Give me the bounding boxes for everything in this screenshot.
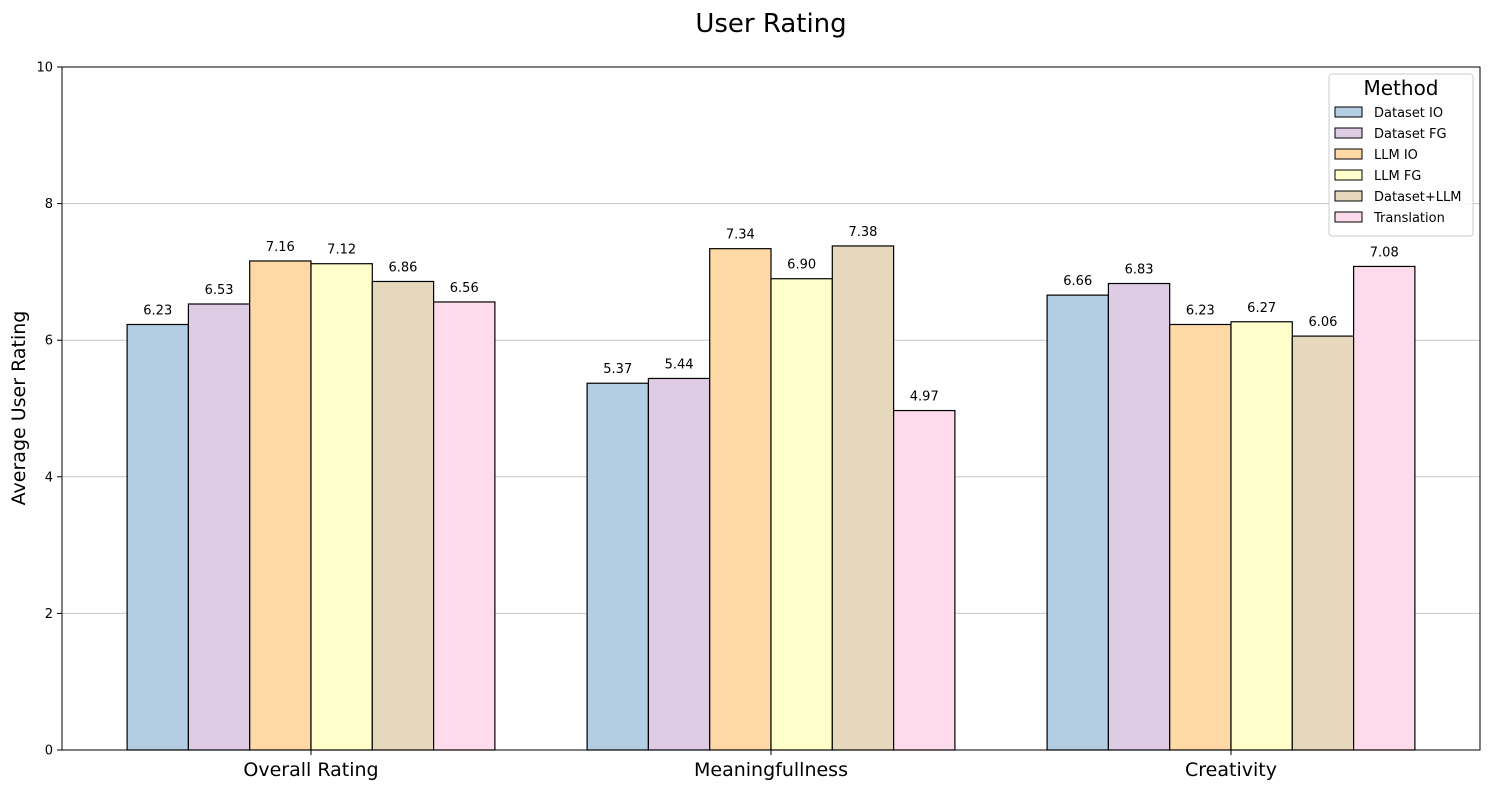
legend-entry: Translation: [1373, 211, 1445, 226]
bar: [647, 377, 711, 751]
data-label: 6.86: [388, 260, 417, 275]
data-label: 6.56: [450, 281, 479, 296]
data-label: 4.97: [910, 390, 939, 405]
bars: [126, 245, 1416, 751]
bar: [770, 278, 833, 751]
legend-swatch: [1334, 106, 1363, 118]
legend-entry: Dataset+LLM: [1374, 190, 1462, 205]
data-label: 6.23: [143, 303, 172, 318]
legend-swatch: [1334, 169, 1363, 181]
bar: [1046, 294, 1109, 751]
x-tick-label: Creativity: [1185, 759, 1277, 781]
data-label: 5.37: [603, 362, 632, 377]
data-label: 7.08: [1370, 245, 1399, 260]
legend-entry: Dataset IO: [1374, 106, 1443, 121]
bar: [310, 263, 373, 751]
x-tick-label: Overall Rating: [243, 759, 378, 781]
data-label: 7.34: [726, 228, 755, 243]
y-axis: 0 2 4 6 8 10: [36, 61, 62, 759]
bar: [1352, 265, 1416, 751]
data-label: 7.38: [848, 225, 877, 240]
x-axis: Overall Rating Meaningfullness Creativity: [243, 750, 1277, 781]
legend-frame: [1328, 73, 1474, 237]
chart-title: User Rating: [695, 9, 846, 39]
bar: [187, 303, 251, 751]
y-axis-label: Average User Rating: [8, 311, 30, 506]
data-label: 6.53: [205, 283, 234, 298]
data-label: 6.23: [1186, 303, 1215, 318]
bar: [371, 280, 435, 751]
bar: [1107, 282, 1171, 751]
legend-title: Method: [1363, 76, 1438, 100]
legend-swatch: [1334, 127, 1363, 139]
legend-swatch: [1334, 190, 1363, 202]
data-label: 6.27: [1247, 301, 1276, 316]
legend-entry: Dataset FG: [1374, 127, 1447, 142]
legend-swatch: [1334, 148, 1363, 160]
bar: [126, 323, 189, 751]
y-tick-label: 4: [45, 470, 53, 485]
bar: [249, 260, 312, 751]
y-tick-label: 6: [45, 334, 53, 349]
y-tick-label: 10: [36, 61, 53, 76]
bar: [1291, 335, 1355, 751]
y-tick-label: 8: [45, 197, 53, 212]
bar: [892, 409, 956, 751]
data-label: 7.16: [266, 240, 295, 255]
y-tick-label: 0: [45, 744, 53, 759]
bar: [1169, 323, 1232, 751]
bar: [586, 382, 649, 751]
legend-swatch: [1334, 211, 1363, 223]
data-label: 7.12: [327, 243, 356, 258]
data-label: 5.44: [665, 357, 694, 372]
x-tick-label: Meaningfullness: [694, 759, 848, 781]
data-label: 6.06: [1308, 315, 1337, 330]
legend: Method Dataset IO Dataset FG LLM IO LLM FG Da…: [1328, 73, 1474, 237]
data-labels: 6.23 6.53 7.16 7.12 6.86 6.56 5.37 5.44 7.34 6.90…: [143, 225, 1398, 405]
bar: [1230, 321, 1293, 751]
bar: [709, 248, 772, 751]
bar: [433, 301, 496, 751]
legend-entry: LLM IO: [1374, 148, 1418, 163]
data-label: 6.66: [1063, 274, 1092, 289]
data-label: 6.83: [1125, 263, 1154, 278]
y-tick-label: 2: [45, 607, 53, 622]
data-label: 6.90: [787, 258, 816, 273]
legend-entry: LLM FG: [1374, 169, 1421, 184]
bar: [831, 245, 895, 751]
